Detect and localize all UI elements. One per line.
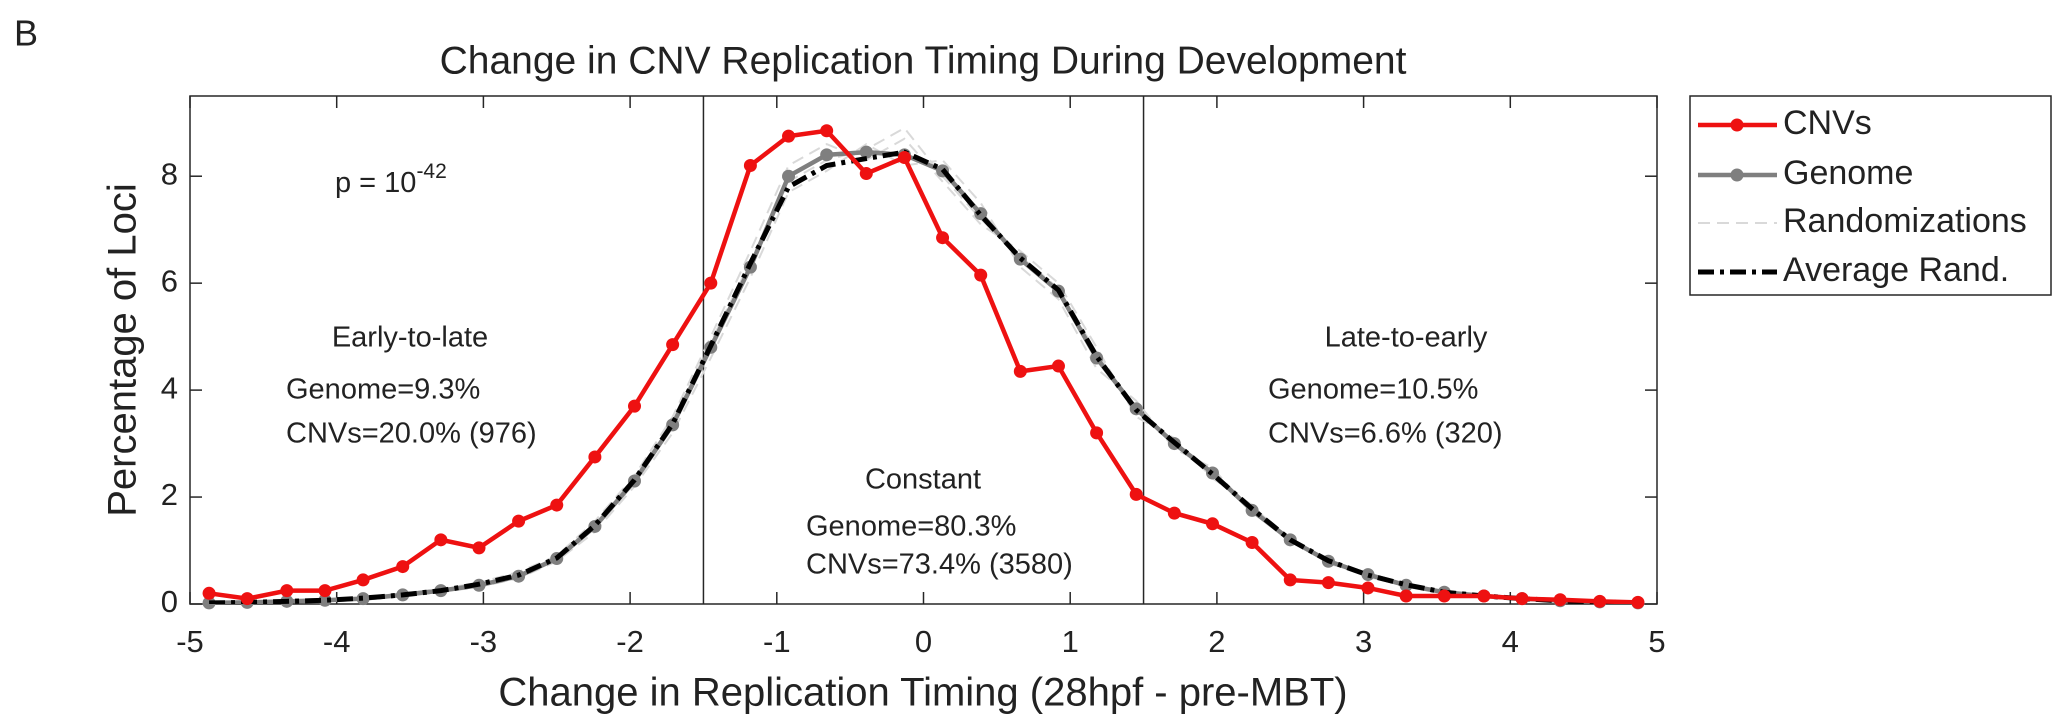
annotation: Genome=9.3% [286, 374, 480, 406]
data-point [1013, 364, 1027, 378]
data-point [318, 593, 332, 607]
data-point [859, 167, 873, 181]
data-point [356, 592, 370, 606]
x-tick-label: 3 [1355, 624, 1372, 659]
p-value-text: p = 10 [335, 167, 416, 199]
data-point [512, 514, 526, 528]
data-point [280, 584, 294, 598]
x-tick-label: 4 [1502, 624, 1519, 659]
y-tick-label: 0 [161, 584, 178, 619]
annotation: CNVs=73.4% (3580) [806, 549, 1073, 581]
data-point [897, 150, 911, 164]
data-point [1361, 581, 1375, 595]
data-point [974, 268, 988, 282]
legend-label: Average Rand. [1783, 251, 2009, 289]
data-point [1129, 487, 1143, 501]
series-line [209, 149, 1639, 604]
legend-box [1689, 95, 2052, 296]
y-tick-label: 8 [161, 156, 178, 191]
x-tick-label: 0 [915, 624, 932, 659]
data-point [1245, 536, 1259, 550]
data-point [628, 399, 642, 413]
data-point [472, 541, 486, 555]
data-point [1090, 426, 1104, 440]
chart-title: Change in CNV Replication Timing During … [440, 39, 1407, 82]
data-point [1283, 573, 1297, 587]
annotation: Genome=80.3% [806, 511, 1016, 543]
legend-marker [1730, 118, 1744, 132]
data-point [588, 450, 602, 464]
data-point [743, 159, 757, 173]
y-tick-label: 4 [161, 370, 178, 405]
legend-marker [1730, 168, 1744, 182]
data-point [1631, 595, 1645, 609]
data-point [666, 338, 680, 352]
legend-label: Genome [1783, 154, 1913, 192]
annotation: CNVs=6.6% (320) [1268, 418, 1503, 450]
data-point [1515, 592, 1529, 606]
data-point [202, 586, 216, 600]
data-point [820, 148, 834, 162]
annotation: CNVs=20.0% (976) [286, 418, 537, 450]
x-tick-label: 1 [1062, 624, 1079, 659]
annotation: Early-to-late [332, 322, 488, 354]
data-point [240, 592, 254, 606]
data-point [550, 498, 564, 512]
data-point [1051, 359, 1065, 373]
data-point [318, 584, 332, 598]
data-point [782, 129, 796, 143]
data-point [1437, 589, 1451, 603]
legend-label: Randomizations [1783, 202, 2027, 240]
legend-label: CNVs [1783, 104, 1872, 142]
x-tick-label: 5 [1648, 624, 1665, 659]
data-point [974, 207, 988, 221]
data-point [1167, 506, 1181, 520]
data-point [1361, 568, 1375, 582]
data-point [704, 276, 718, 290]
panel-label: B [14, 13, 38, 54]
p-value-exponent: -42 [416, 160, 446, 183]
y-tick-label: 6 [161, 263, 178, 298]
annotation: Genome=10.5% [1268, 374, 1478, 406]
x-tick-label: -4 [323, 624, 351, 659]
data-point [1399, 589, 1413, 603]
data-point [936, 231, 950, 245]
x-tick-label: -3 [470, 624, 498, 659]
data-point [1205, 517, 1219, 531]
data-point [1321, 576, 1335, 590]
x-tick-label: -1 [763, 624, 791, 659]
data-point [1477, 589, 1491, 603]
x-tick-label: -5 [176, 624, 204, 659]
data-point [434, 533, 448, 547]
x-tick-label: 2 [1208, 624, 1225, 659]
annotation: Late-to-early [1325, 322, 1488, 354]
data-point [859, 145, 873, 159]
data-point [820, 124, 834, 138]
y-axis-label: Percentage of Loci [101, 183, 145, 517]
data-point [782, 169, 796, 183]
x-tick-label: -2 [616, 624, 644, 659]
data-point [356, 573, 370, 587]
y-tick-label: 2 [161, 477, 178, 512]
p-value: p = 10-42 [335, 160, 447, 199]
x-axis-label: Change in Replication Timing (28hpf - pr… [498, 671, 1347, 715]
data-point [1129, 402, 1143, 416]
data-point [1553, 593, 1567, 607]
data-point [1593, 594, 1607, 608]
data-point [1090, 351, 1104, 365]
annotation: Constant [865, 464, 981, 496]
data-point [396, 560, 410, 574]
